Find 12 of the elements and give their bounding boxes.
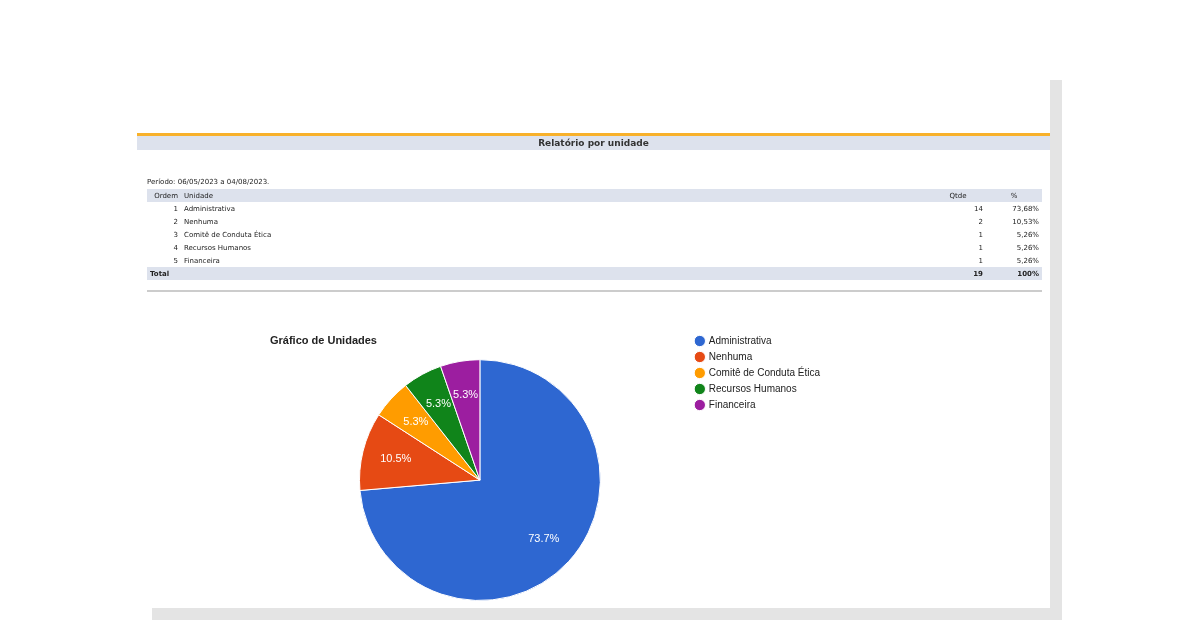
data-label: 10.5% [380,452,412,465]
data-label: 5.3% [403,414,429,427]
chart-title: Gráfico de Unidades [270,333,377,346]
legend-label: Nenhuma [708,350,753,362]
legend-label: Comitê de Conduta Ética [708,365,821,378]
data-label: 73.7% [528,531,560,544]
data-label: 5.3% [453,387,479,400]
data-label: 5.3% [425,397,452,410]
chart-subtitle: Relatório por unidade [137,136,1050,150]
legend-label: Administrativa [708,334,773,346]
legend-label: Recursos Humanos [708,382,797,394]
legend-label: Financeira [708,398,756,410]
